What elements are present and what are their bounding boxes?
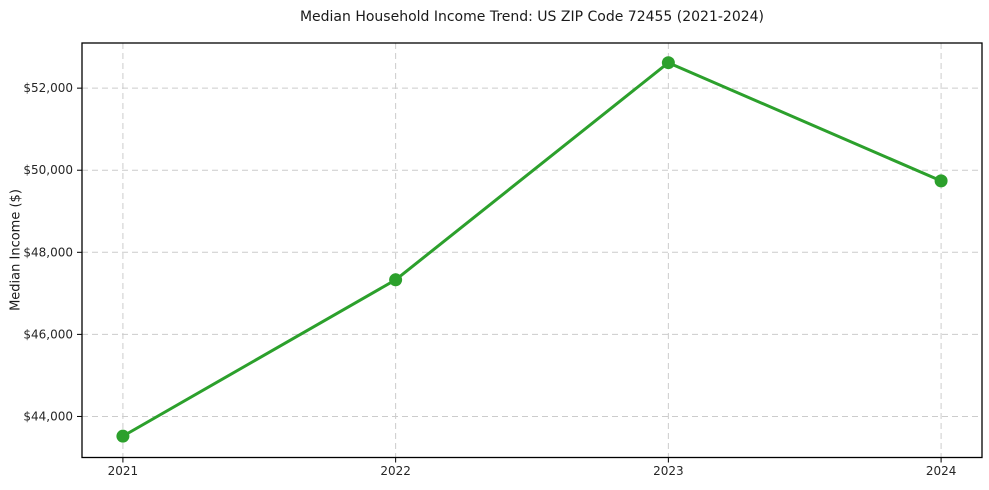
x-tick-label: 2023 bbox=[653, 464, 684, 478]
y-tick-label: $50,000 bbox=[23, 163, 73, 177]
x-tick-label: 2022 bbox=[380, 464, 411, 478]
data-point bbox=[661, 56, 675, 70]
y-tick-label: $46,000 bbox=[23, 327, 73, 341]
data-point bbox=[116, 429, 130, 443]
data-point bbox=[934, 174, 948, 188]
data-point bbox=[389, 273, 403, 287]
y-tick-label: $52,000 bbox=[23, 81, 73, 95]
y-tick-label: $44,000 bbox=[23, 409, 73, 423]
plot-border bbox=[81, 42, 983, 459]
x-tick-label: 2021 bbox=[108, 464, 139, 478]
data-line bbox=[121, 61, 943, 438]
chart-title: Median Household Income Trend: US ZIP Co… bbox=[299, 9, 765, 25]
y-tick-label: $48,000 bbox=[23, 245, 73, 259]
x-tick-label: 2024 bbox=[926, 464, 957, 478]
